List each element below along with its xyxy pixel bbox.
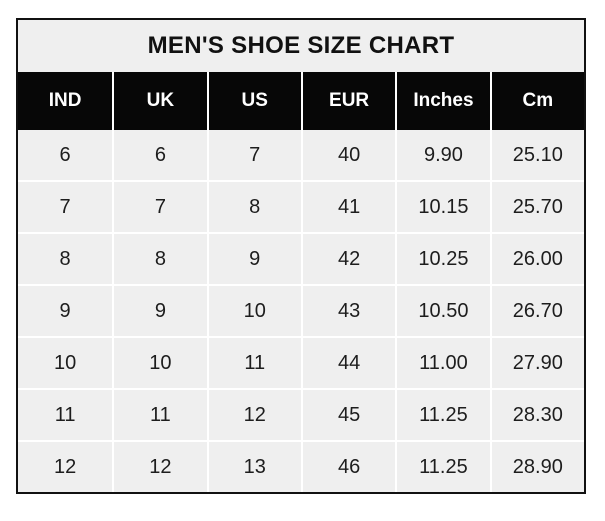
cell-inches: 9.90	[397, 130, 492, 180]
cell-inches: 11.25	[397, 390, 492, 440]
cell-uk: 8	[114, 234, 209, 284]
cell-uk: 7	[114, 182, 209, 232]
cell-us: 13	[209, 442, 303, 492]
cell-ind: 8	[18, 234, 115, 284]
cell-us: 8	[209, 182, 303, 232]
column-header-ind: IND	[18, 72, 115, 130]
cell-cm: 25.10	[512, 143, 563, 166]
table-row: 9 9 10 43 10.50 26.70	[18, 286, 584, 338]
column-header-us: US	[209, 72, 303, 130]
table-row: 10 10 11 44 11.00 27.90	[18, 338, 584, 390]
cell-eur: 41	[303, 182, 398, 232]
table-row: 8 8 9 42 10.25 26.00	[18, 234, 584, 286]
table-row: 12 12 13 46 11.25 28.90	[18, 442, 584, 492]
cell-cm: 28.90	[512, 455, 563, 478]
cell-uk: 12	[114, 442, 209, 492]
cell-inches: 11.25	[397, 442, 492, 492]
cell-eur: 42	[303, 234, 398, 284]
cell-uk: 10	[114, 338, 209, 388]
cell-us: 10	[209, 286, 303, 336]
table-row: 6 6 7 40 9.90 25.10	[18, 130, 584, 182]
cell-uk: 6	[114, 130, 209, 180]
cell-ind: 11	[18, 390, 115, 440]
cell-eur: 40	[303, 130, 398, 180]
column-header-eur: EUR	[303, 72, 398, 130]
cell-cm: 25.70	[512, 195, 563, 218]
cell-uk: 9	[114, 286, 209, 336]
chart-title: MEN'S SHOE SIZE CHART	[18, 20, 584, 72]
column-header-uk: UK	[114, 72, 209, 130]
column-header-inches: Inches	[397, 72, 492, 130]
table-row: 11 11 12 45 11.25 28.30	[18, 390, 584, 442]
cell-eur: 45	[303, 390, 398, 440]
cell-eur: 43	[303, 286, 398, 336]
cell-cm: 28.30	[512, 403, 563, 426]
cell-uk: 11	[114, 390, 209, 440]
cell-inches: 10.25	[397, 234, 492, 284]
cell-us: 12	[209, 390, 303, 440]
cell-ind: 6	[18, 130, 115, 180]
cell-ind: 10	[18, 338, 115, 388]
table-header-row: IND UK US EUR Inches Cm	[18, 72, 584, 130]
cell-us: 11	[209, 338, 303, 388]
cell-ind: 7	[18, 182, 115, 232]
cell-inches: 10.50	[397, 286, 492, 336]
cell-inches: 11.00	[397, 338, 492, 388]
size-chart-table: MEN'S SHOE SIZE CHART IND UK US EUR Inch…	[16, 18, 586, 494]
cell-us: 7	[209, 130, 303, 180]
cell-cm: 26.70	[512, 299, 563, 322]
cell-us: 9	[209, 234, 303, 284]
cell-eur: 44	[303, 338, 398, 388]
cell-eur: 46	[303, 442, 398, 492]
table-body: 6 6 7 40 9.90 25.10 7 7 8 41 10.15 25.70…	[18, 130, 584, 492]
cell-ind: 9	[18, 286, 115, 336]
cell-cm: 27.90	[512, 351, 563, 374]
table-row: 7 7 8 41 10.15 25.70	[18, 182, 584, 234]
cell-ind: 12	[18, 442, 115, 492]
cell-cm: 26.00	[512, 247, 563, 270]
column-header-cm: Cm	[522, 90, 554, 111]
cell-inches: 10.15	[397, 182, 492, 232]
